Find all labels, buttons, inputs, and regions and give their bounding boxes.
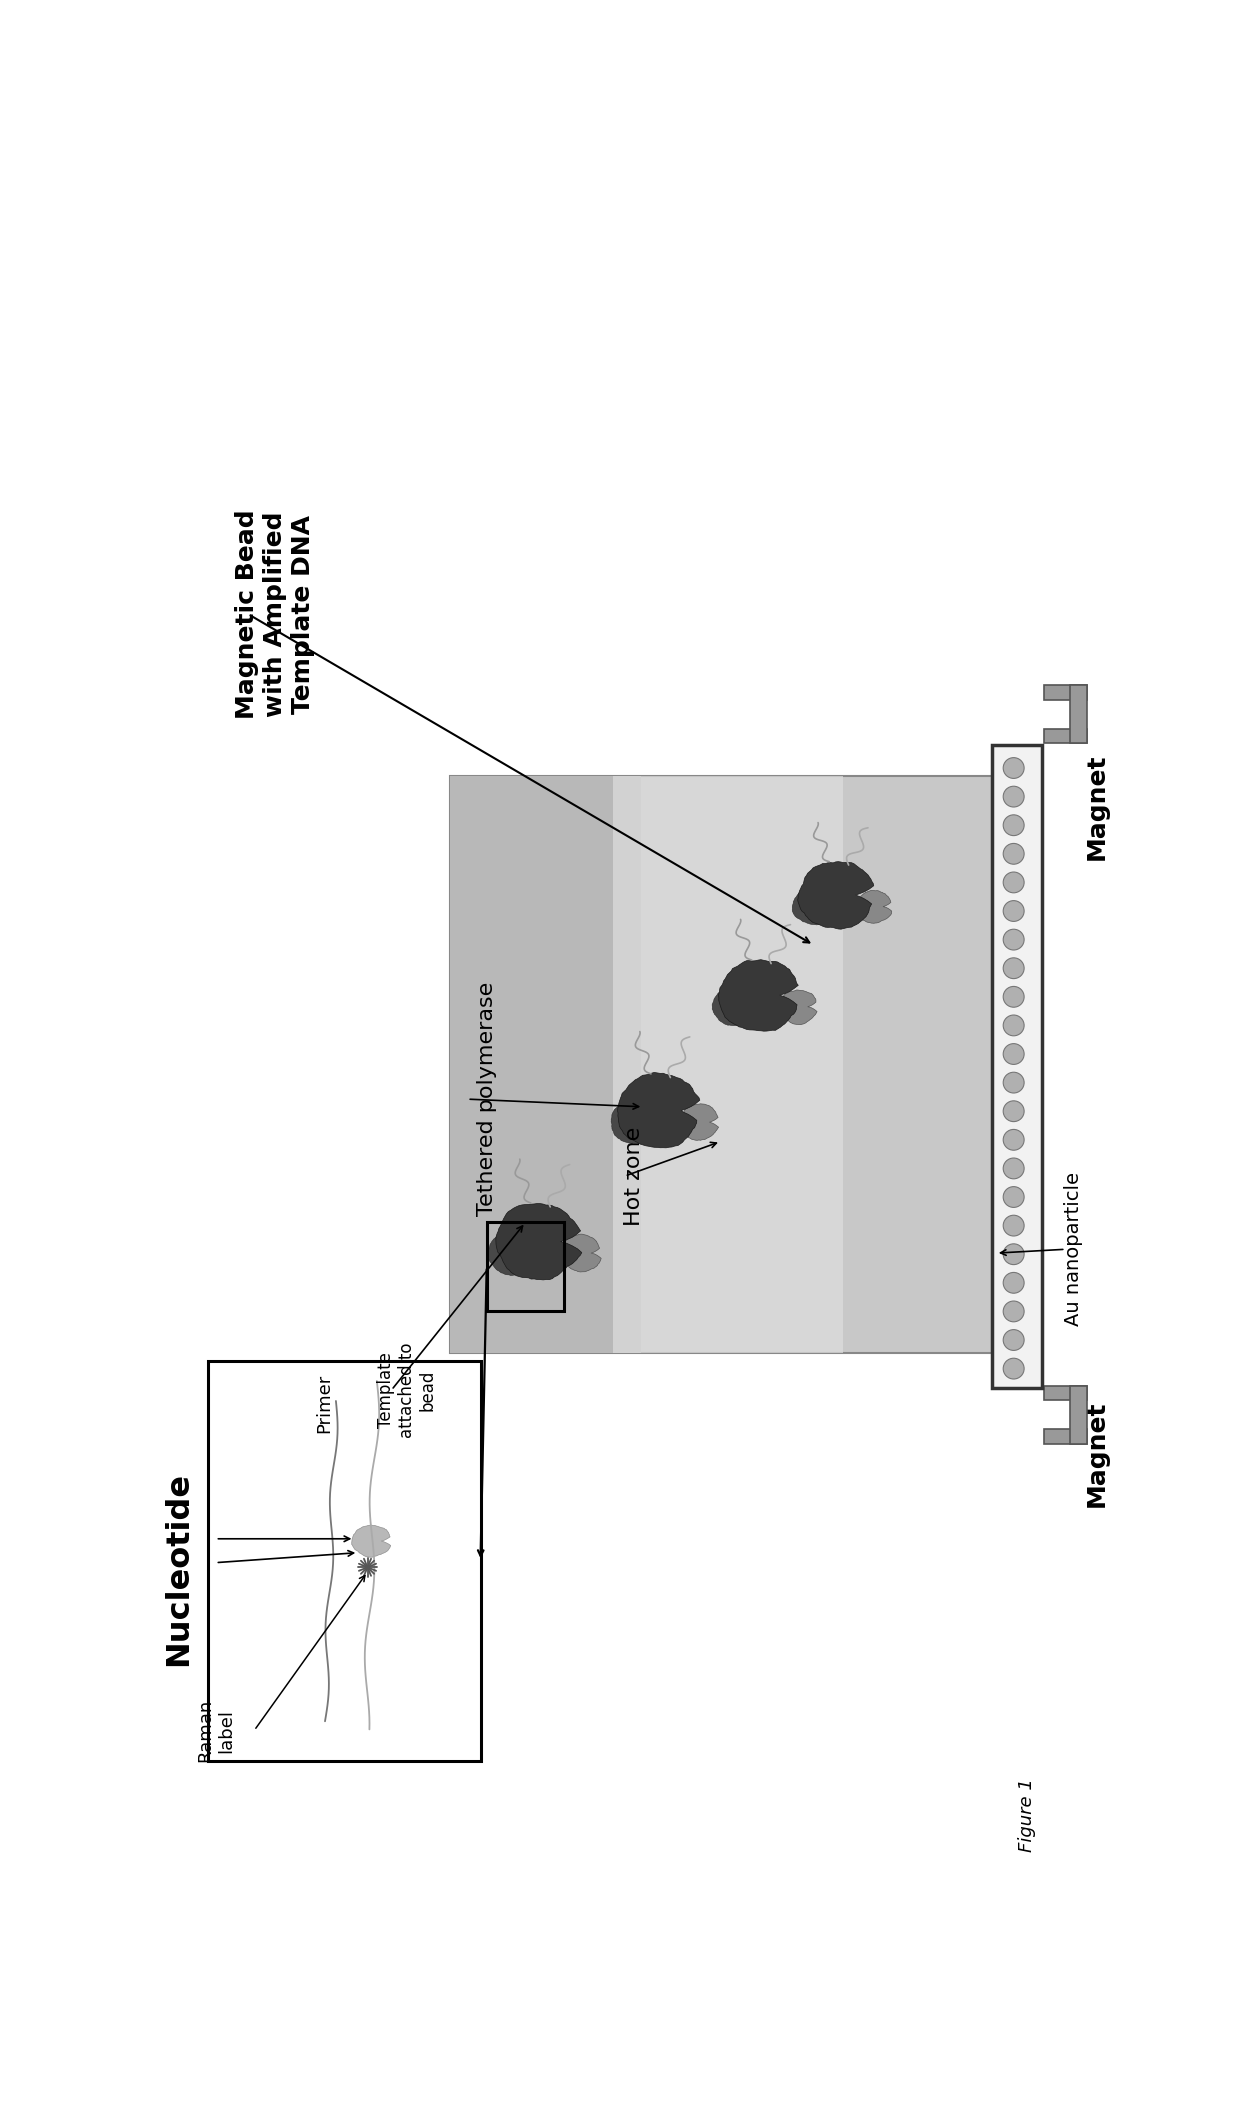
- Polygon shape: [780, 990, 817, 1025]
- Circle shape: [1003, 1214, 1024, 1235]
- Circle shape: [1003, 872, 1024, 893]
- Polygon shape: [718, 960, 799, 1032]
- Polygon shape: [712, 985, 755, 1025]
- Text: Template
attached to
bead: Template attached to bead: [377, 1343, 436, 1437]
- Circle shape: [1003, 1301, 1024, 1322]
- Bar: [614, 775, 843, 1353]
- Polygon shape: [618, 1072, 699, 1147]
- Circle shape: [1003, 1044, 1024, 1065]
- Circle shape: [1003, 987, 1024, 1006]
- Polygon shape: [496, 1204, 582, 1280]
- Circle shape: [1003, 901, 1024, 922]
- Text: Raman
label: Raman label: [196, 1700, 234, 1763]
- Circle shape: [1003, 1101, 1024, 1122]
- Bar: [449, 775, 996, 1353]
- Polygon shape: [680, 1103, 719, 1141]
- Text: Hot zone: Hot zone: [624, 1126, 644, 1225]
- Circle shape: [1003, 758, 1024, 777]
- Circle shape: [1003, 958, 1024, 979]
- Bar: [1044, 1387, 1086, 1401]
- Circle shape: [1003, 929, 1024, 950]
- Text: Nucleotide: Nucleotide: [162, 1473, 193, 1666]
- Circle shape: [1003, 1015, 1024, 1036]
- Bar: [486, 1223, 564, 1311]
- Circle shape: [1003, 1158, 1024, 1179]
- Text: Magnet: Magnet: [1085, 1399, 1109, 1506]
- Circle shape: [1003, 1273, 1024, 1294]
- Text: Au nanoparticle: Au nanoparticle: [1064, 1172, 1083, 1326]
- Circle shape: [1003, 1130, 1024, 1149]
- Text: Figure 1: Figure 1: [1018, 1777, 1035, 1853]
- Text: Magnetic Bead
with Amplified
Template DNA: Magnetic Bead with Amplified Template DN…: [236, 508, 315, 719]
- Polygon shape: [560, 1233, 601, 1271]
- Text: Tethered polymerase: Tethered polymerase: [476, 981, 497, 1216]
- Polygon shape: [857, 891, 892, 922]
- Circle shape: [1003, 1330, 1024, 1351]
- Circle shape: [1003, 1072, 1024, 1093]
- Bar: [207, 1361, 481, 1761]
- Polygon shape: [611, 1101, 655, 1143]
- Circle shape: [1003, 786, 1024, 807]
- Circle shape: [1003, 1357, 1024, 1378]
- Circle shape: [1003, 1187, 1024, 1208]
- Polygon shape: [489, 1231, 534, 1275]
- Bar: [1044, 729, 1086, 744]
- Circle shape: [1003, 815, 1024, 836]
- Text: Magnet: Magnet: [1085, 754, 1109, 859]
- Bar: [1044, 685, 1086, 700]
- Polygon shape: [792, 887, 833, 924]
- Polygon shape: [352, 1525, 391, 1557]
- Circle shape: [1003, 843, 1024, 864]
- Bar: [992, 746, 1043, 1389]
- Bar: [1070, 1387, 1086, 1443]
- Polygon shape: [797, 861, 874, 929]
- Bar: [1044, 1429, 1086, 1443]
- Bar: [1070, 685, 1086, 744]
- Bar: [449, 775, 641, 1353]
- Text: Primer: Primer: [315, 1374, 334, 1433]
- Circle shape: [1003, 1244, 1024, 1265]
